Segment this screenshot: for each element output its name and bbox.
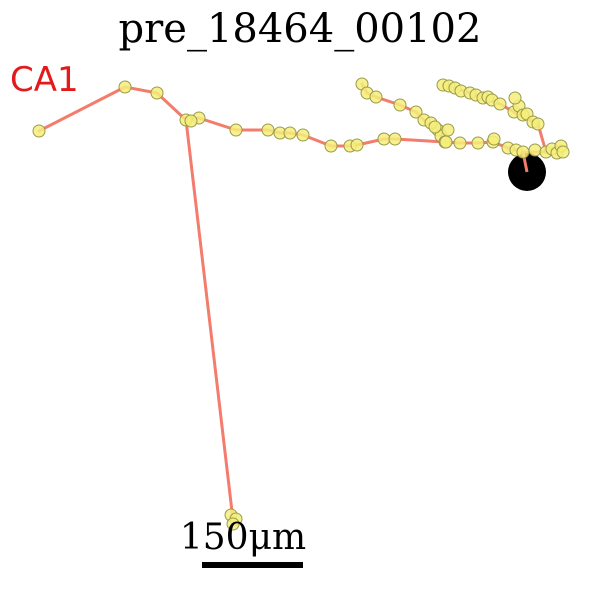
neuron-node [184,114,198,128]
neuron-node [283,126,297,140]
scale-bar: 150μm [180,517,306,568]
neuron-node [556,145,570,159]
neuron-node [471,136,485,150]
neuron-node [531,117,545,131]
neuron-node [150,86,164,100]
neuron-node [516,145,530,159]
neuron-node [226,517,240,531]
neuron-node [393,98,407,112]
neuron-node [487,132,501,146]
neuron-node [508,91,522,105]
region-label: CA1 [10,60,79,100]
neuron-node [493,97,507,111]
neuron-node [32,124,46,138]
neuron-node [439,135,453,149]
neuron-node [409,105,423,119]
neuron-node [324,139,338,153]
neuron-node [441,123,455,137]
branch-segment-6 [184,118,235,522]
branch-segment-5 [37,85,188,133]
figure-title: pre_18464_00102 [119,6,482,52]
neuron-node [388,132,402,146]
neuron-node [428,120,442,134]
neuron-node [350,138,364,152]
scale-bar-label: 150μm [180,517,306,558]
neuron-nodes [32,77,570,531]
neuron-node [377,132,391,146]
neuron-node [229,123,243,137]
neuron-node [261,123,275,137]
neuron-node [118,80,132,94]
neuron-node [528,143,542,157]
neuron-node [453,136,467,150]
neuron-node [369,90,383,104]
neuron-node [296,128,310,142]
